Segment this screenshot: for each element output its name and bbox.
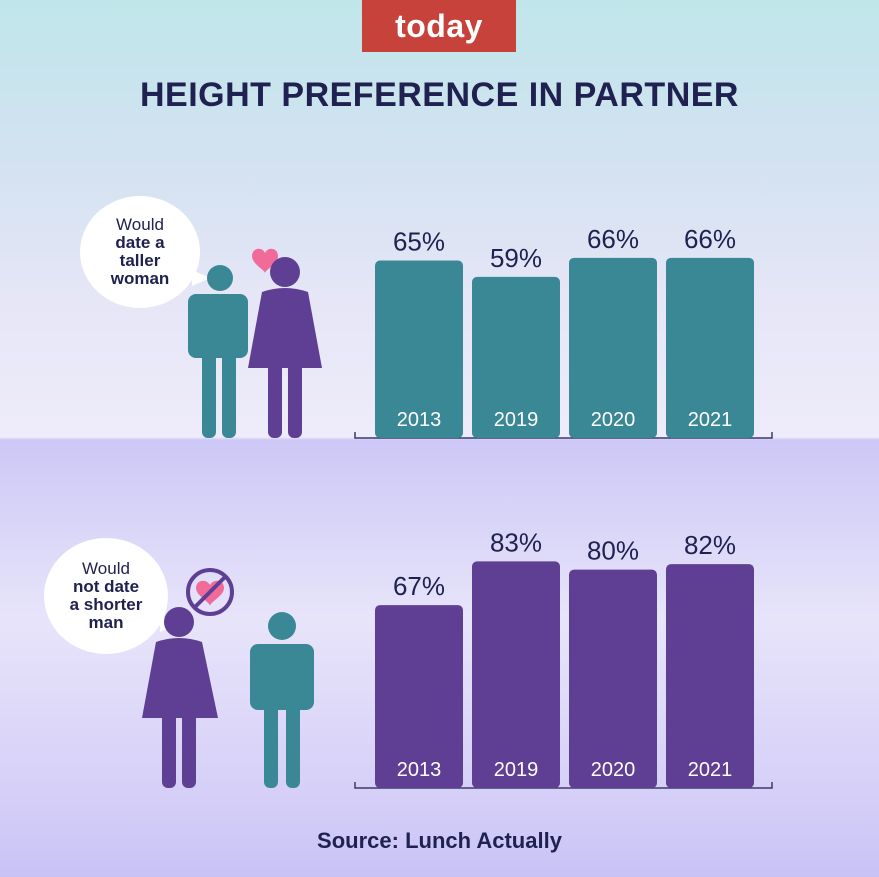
category-label: 2019 bbox=[494, 759, 539, 781]
woman-figure-icon bbox=[248, 257, 322, 438]
bubble-line: not date bbox=[72, 577, 140, 596]
bubble-line: taller bbox=[119, 251, 161, 270]
man-figure-icon bbox=[250, 612, 314, 788]
bubble-line: Would bbox=[116, 215, 164, 234]
bar-value-label: 80% bbox=[587, 536, 639, 566]
bar-2020 bbox=[569, 257, 657, 438]
bar-2020 bbox=[569, 569, 657, 788]
category-label: 2013 bbox=[397, 759, 442, 781]
x-axis-line bbox=[354, 432, 773, 439]
category-label: 2021 bbox=[688, 759, 733, 781]
bar-2013 bbox=[375, 260, 463, 438]
bar-2019 bbox=[472, 561, 560, 788]
bubble-line: date a bbox=[115, 233, 165, 252]
brand-logo: today bbox=[362, 0, 516, 52]
bar-2021 bbox=[666, 564, 754, 788]
category-label: 2013 bbox=[397, 409, 442, 431]
bar-value-label: 82% bbox=[684, 530, 736, 560]
woman-figure-icon bbox=[142, 607, 218, 788]
x-axis-line bbox=[354, 782, 773, 789]
category-label: 2021 bbox=[688, 409, 733, 431]
bar-value-label: 65% bbox=[393, 227, 445, 257]
panel-taller-woman: Would date a taller woman 65% 2013 59% 2019… bbox=[0, 150, 879, 440]
speech-bubble: Would date a taller woman bbox=[80, 196, 210, 308]
bubble-line: woman bbox=[110, 269, 170, 288]
crossed-heart-icon bbox=[186, 568, 234, 616]
bar-chart-taller-woman: 65% 2013 59% 2019 66% 2020 66% 2021 bbox=[354, 224, 773, 439]
bar-2019 bbox=[472, 276, 560, 438]
panel-shorter-man: Would not date a shorter man 67% 2013 83% 2… bbox=[0, 500, 879, 790]
page-title: HEIGHT PREFERENCE IN PARTNER bbox=[140, 76, 739, 114]
bubble-line: a shorter bbox=[69, 595, 143, 614]
bubble-line: Would bbox=[82, 559, 130, 578]
heart-icon bbox=[252, 248, 278, 273]
bubble-line: man bbox=[88, 613, 124, 632]
bar-value-label: 66% bbox=[587, 224, 639, 254]
category-label: 2020 bbox=[591, 409, 636, 431]
bar-value-label: 59% bbox=[490, 243, 542, 273]
bar-chart-shorter-man: 67% 2013 83% 2019 80% 2020 82% 2021 bbox=[354, 527, 773, 789]
speech-bubble: Would not date a shorter man bbox=[44, 538, 178, 654]
bar-value-label: 66% bbox=[684, 224, 736, 254]
category-label: 2019 bbox=[494, 409, 539, 431]
bar-2021 bbox=[666, 257, 754, 438]
bar-value-label: 67% bbox=[393, 571, 445, 601]
category-label: 2020 bbox=[591, 759, 636, 781]
bar-2013 bbox=[375, 605, 463, 788]
woman-man-figures-icon bbox=[142, 568, 314, 788]
man-figure-icon bbox=[188, 265, 248, 438]
source-note: Source: Lunch Actually bbox=[317, 828, 562, 853]
bar-value-label: 83% bbox=[490, 527, 542, 557]
couple-figures-icon bbox=[188, 248, 322, 438]
